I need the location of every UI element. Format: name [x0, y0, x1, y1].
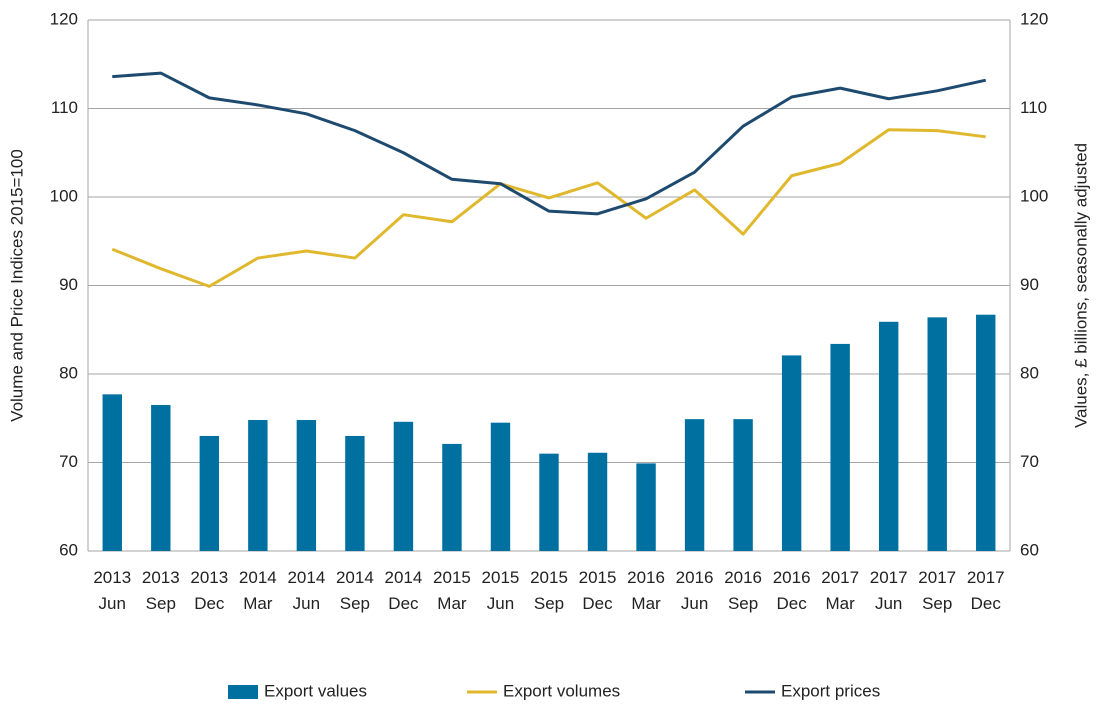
y2-tick-label: 80 — [1020, 363, 1039, 382]
bar — [636, 463, 656, 551]
x-tick-label: 2015 Jun — [482, 568, 520, 613]
x-tick-label: 2014 Mar — [239, 568, 277, 613]
legend-swatch — [228, 685, 258, 699]
y2-tick-label: 110 — [1020, 98, 1047, 117]
y2-axis-title: Values, £ billions, seasonally adjusted — [1071, 143, 1090, 428]
bar — [393, 421, 414, 551]
legend-item: Export volumes — [467, 681, 620, 700]
x-tick-label: 2016 Mar — [627, 568, 665, 613]
legend-label: Export prices — [781, 681, 880, 700]
x-tick-label: 2015 Sep — [530, 568, 568, 613]
legend-item: Export prices — [745, 681, 880, 700]
x-tick-label: 2013 Jun — [93, 568, 131, 613]
y-tick-label: 90 — [59, 275, 78, 294]
bar — [927, 317, 947, 551]
x-tick-label: 2017 Jun — [870, 568, 908, 613]
x-tick-label: 2017 Mar — [821, 568, 859, 613]
legend-item: Export values — [228, 681, 367, 700]
y2-tick-label: 100 — [1020, 186, 1048, 205]
y-tick-label: 100 — [50, 186, 78, 205]
bar — [587, 452, 608, 551]
legend-label: Export values — [264, 681, 367, 700]
bar — [248, 420, 268, 551]
y-tick-label: 60 — [59, 540, 78, 559]
line — [111, 128, 986, 288]
y2-tick-label: 90 — [1020, 275, 1039, 294]
bar — [102, 394, 122, 551]
legend-label: Export volumes — [503, 681, 620, 700]
x-tick-label: 2015 Mar — [433, 568, 471, 613]
y2-tick-label: 120 — [1020, 9, 1048, 28]
x-tick-label: 2015 Dec — [579, 568, 617, 613]
y-axis-title: Volume and Price Indices 2015=100 — [7, 149, 26, 422]
bar — [684, 419, 705, 551]
y2-tick-label: 70 — [1020, 452, 1039, 471]
y2-tick-label: 60 — [1020, 540, 1039, 559]
y-tick-label: 80 — [59, 363, 78, 382]
bar — [151, 404, 171, 551]
bar — [781, 355, 802, 551]
x-tick-label: 2013 Sep — [142, 568, 180, 613]
x-tick-label: 2014 Sep — [336, 568, 374, 613]
bar — [296, 420, 317, 551]
x-tick-label: 2016 Sep — [724, 568, 762, 613]
bar — [878, 321, 899, 551]
bar — [345, 435, 365, 551]
bar — [830, 343, 850, 551]
bar — [490, 422, 511, 551]
y-tick-label: 70 — [59, 452, 78, 471]
x-tick-label: 2017 Dec — [967, 568, 1005, 613]
y-tick-label: 110 — [51, 98, 78, 117]
x-tick-label: 2014 Dec — [385, 568, 423, 613]
x-tick-label: 2016 Dec — [773, 568, 811, 613]
y-tick-label: 120 — [50, 9, 78, 28]
x-tick-label: 2013 Dec — [190, 568, 228, 613]
x-tick-label: 2016 Jun — [676, 568, 714, 613]
x-tick-label: 2017 Sep — [918, 568, 956, 613]
x-tick-label: 2014 Jun — [287, 568, 325, 613]
bar — [442, 443, 462, 551]
bar — [199, 435, 220, 551]
line — [112, 71, 987, 216]
bar — [733, 419, 753, 551]
bar — [539, 453, 559, 551]
bar — [976, 314, 996, 551]
